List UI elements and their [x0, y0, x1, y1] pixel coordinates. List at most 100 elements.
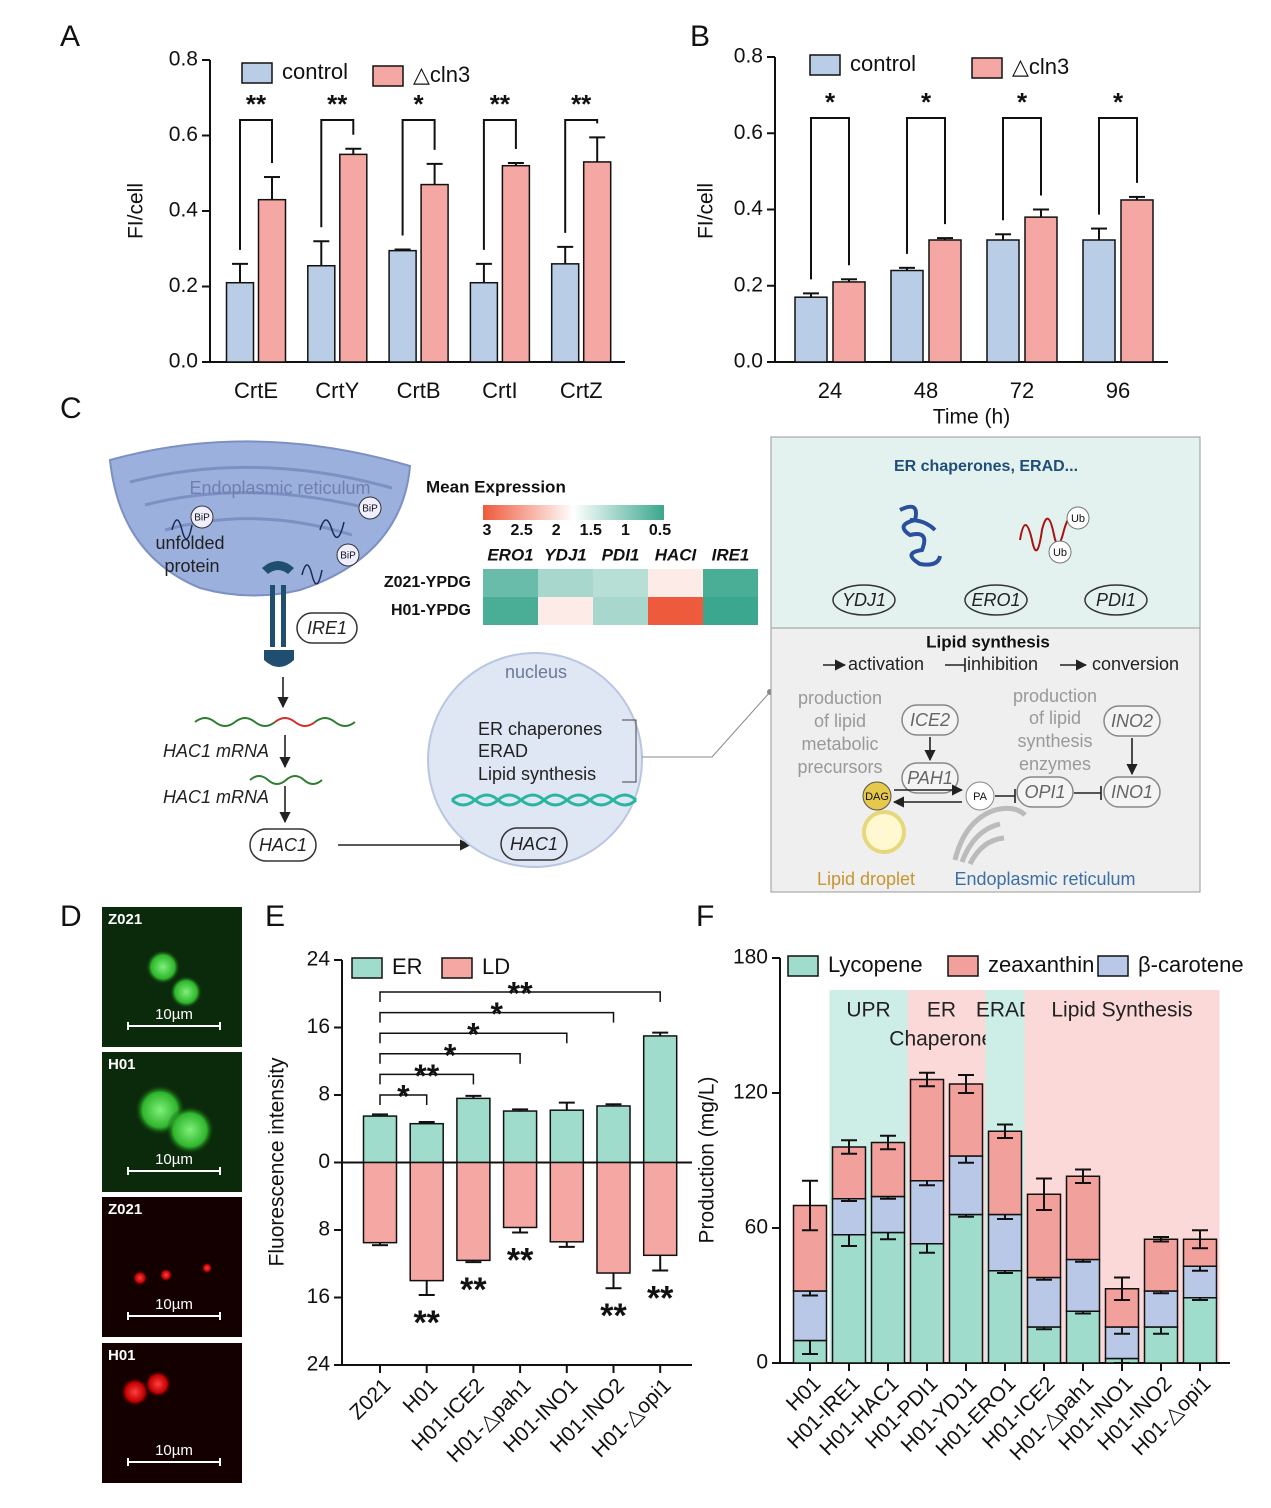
panel-label: B [690, 20, 710, 53]
gene-pill [832, 584, 896, 616]
significance: ** [413, 1304, 440, 1342]
heatmap-cell [703, 597, 758, 625]
comparison-bracket [379, 1011, 615, 1023]
legend-swatch [351, 957, 383, 979]
legend-label: LD [482, 954, 510, 979]
bar [582, 161, 612, 363]
dag [862, 781, 892, 811]
significance: ** [571, 89, 592, 119]
y-tick-label: 0.8 [734, 45, 763, 68]
y-tick-label: 0 [318, 1150, 330, 1173]
x-tick-label: 24 [818, 378, 842, 403]
bar [1065, 1175, 1101, 1261]
column-label: IRE1 [712, 545, 750, 564]
heatmap-cell [483, 597, 538, 625]
bar [362, 1115, 398, 1164]
bar [831, 1198, 867, 1236]
x-tick-label: CrtI [482, 378, 517, 403]
y-tick-label: 16 [307, 1285, 330, 1308]
y-tick-label: 24 [307, 1353, 331, 1376]
receptor [281, 585, 286, 647]
bar [388, 249, 417, 363]
micrograph-label: H01 [108, 1056, 136, 1073]
gene-label: INO1 [1111, 782, 1153, 802]
colorbar-tick-label: 1.5 [580, 522, 602, 539]
bip [190, 505, 214, 529]
bar [596, 1105, 631, 1164]
x-tick-label: Z021 [345, 1374, 395, 1424]
lipid-droplet [862, 810, 906, 854]
bar [948, 1213, 984, 1364]
bar [832, 281, 866, 363]
bar [1024, 216, 1058, 363]
y-tick-label: 0.6 [169, 123, 198, 146]
region-label: ERAD [976, 999, 1034, 1022]
bip-label: BiP [194, 513, 210, 524]
comparison-label: ** [508, 975, 533, 1011]
comparison-bracket [379, 1094, 428, 1105]
bar [1143, 1238, 1179, 1292]
gene-label: PAH1 [907, 768, 953, 788]
comparison-bracket [379, 1073, 475, 1085]
scale-label: 10µm [155, 1442, 193, 1459]
mrna-label: HAC1 mRNA [163, 787, 269, 807]
gene-label: PDI1 [1096, 590, 1136, 610]
er-label: Endoplasmic reticulum [189, 478, 370, 498]
nucleus-item: Lipid synthesis [478, 764, 596, 784]
heatmap-cell [648, 569, 703, 597]
nucleus-item: ER chaperones [478, 719, 602, 739]
heatmap-title: Mean Expression [426, 477, 566, 496]
box-title: ER chaperones, ERAD... [894, 458, 1078, 475]
dna [450, 793, 638, 807]
gene-label: HAC1 [510, 834, 558, 854]
dag-label: DAG [865, 791, 889, 803]
y-tick-label: 0.6 [734, 121, 763, 144]
micrograph-label: H01 [108, 1347, 136, 1364]
bar [948, 1155, 984, 1216]
panel-label: C [60, 392, 82, 425]
bar [987, 1130, 1023, 1216]
bar [1065, 1258, 1101, 1312]
comparison-label: * [491, 996, 504, 1032]
significance: * [1017, 87, 1028, 117]
unfolded-label: unfolded [155, 533, 224, 553]
ub-label: Ub [1053, 547, 1067, 559]
note: enzymes [1019, 754, 1091, 774]
y-tick-label: 0.0 [169, 350, 198, 373]
bar [1065, 1310, 1101, 1364]
heatmap-cell [538, 597, 593, 625]
x-tick-label: CrtY [315, 378, 359, 403]
micrograph-label: Z021 [108, 1201, 142, 1218]
cell [133, 1271, 147, 1285]
bar [225, 281, 255, 363]
significance-bracket [906, 117, 946, 254]
legend-label: △cln3 [413, 62, 470, 87]
significance-bracket [1002, 117, 1042, 221]
nucleus [427, 652, 643, 868]
bar [549, 1109, 585, 1164]
cell [145, 1371, 171, 1397]
y-tick-label: 24 [307, 948, 331, 971]
bar [948, 1083, 984, 1157]
significance-bracket [482, 119, 517, 250]
bip-label: BiP [362, 504, 378, 515]
mrna-label: HAC1 mRNA [163, 741, 269, 761]
y-tick-label: 180 [733, 946, 768, 969]
legend-swatch [441, 957, 473, 979]
colorbar-tick-label: 0.5 [649, 522, 671, 539]
gene-label: YDJ1 [842, 590, 886, 610]
gene-pill [901, 704, 959, 736]
bar [409, 1122, 444, 1164]
bar [831, 1234, 867, 1364]
colorbar-tick-label: 2.5 [510, 522, 532, 539]
mrna [194, 717, 276, 727]
nucleus-item: ERAD [478, 741, 528, 761]
y-axis-label: Fluorescence intensity [266, 1057, 289, 1266]
x-tick-label: 72 [1010, 378, 1034, 403]
gene-label: IRE1 [307, 618, 347, 638]
bar [1120, 199, 1154, 363]
x-axis-label: Time (h) [933, 406, 1010, 429]
region-label: UPR [846, 999, 890, 1022]
y-tick-label: 16 [307, 1015, 330, 1038]
y-axis-label: FI/cell [125, 183, 148, 239]
